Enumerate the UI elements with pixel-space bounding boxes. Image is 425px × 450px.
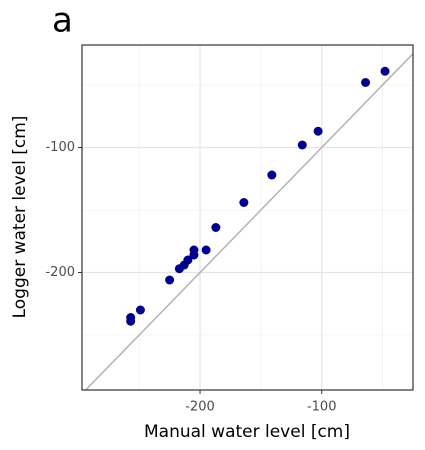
point (126, 316, 136, 326)
y-axis-label: Logger water level [cm] (10, 116, 30, 319)
point (313, 126, 323, 136)
y-tick-label: -200 (45, 265, 75, 280)
plot-border (81, 44, 414, 391)
point (189, 250, 199, 260)
point (239, 198, 249, 207)
x-tick-label: -100 (307, 400, 337, 415)
point (165, 275, 175, 285)
point (201, 245, 211, 255)
point (174, 264, 184, 274)
identity-line (85, 53, 414, 391)
point (297, 140, 307, 150)
point (267, 170, 277, 180)
chart-title: a (52, 1, 73, 41)
point (211, 223, 221, 232)
x-tick-label: -200 (185, 400, 215, 415)
x-axis-label: Manual water level [cm] (144, 422, 350, 442)
y-tick-label: -100 (45, 140, 75, 155)
point (361, 78, 371, 87)
point (135, 305, 145, 315)
point (380, 66, 390, 76)
